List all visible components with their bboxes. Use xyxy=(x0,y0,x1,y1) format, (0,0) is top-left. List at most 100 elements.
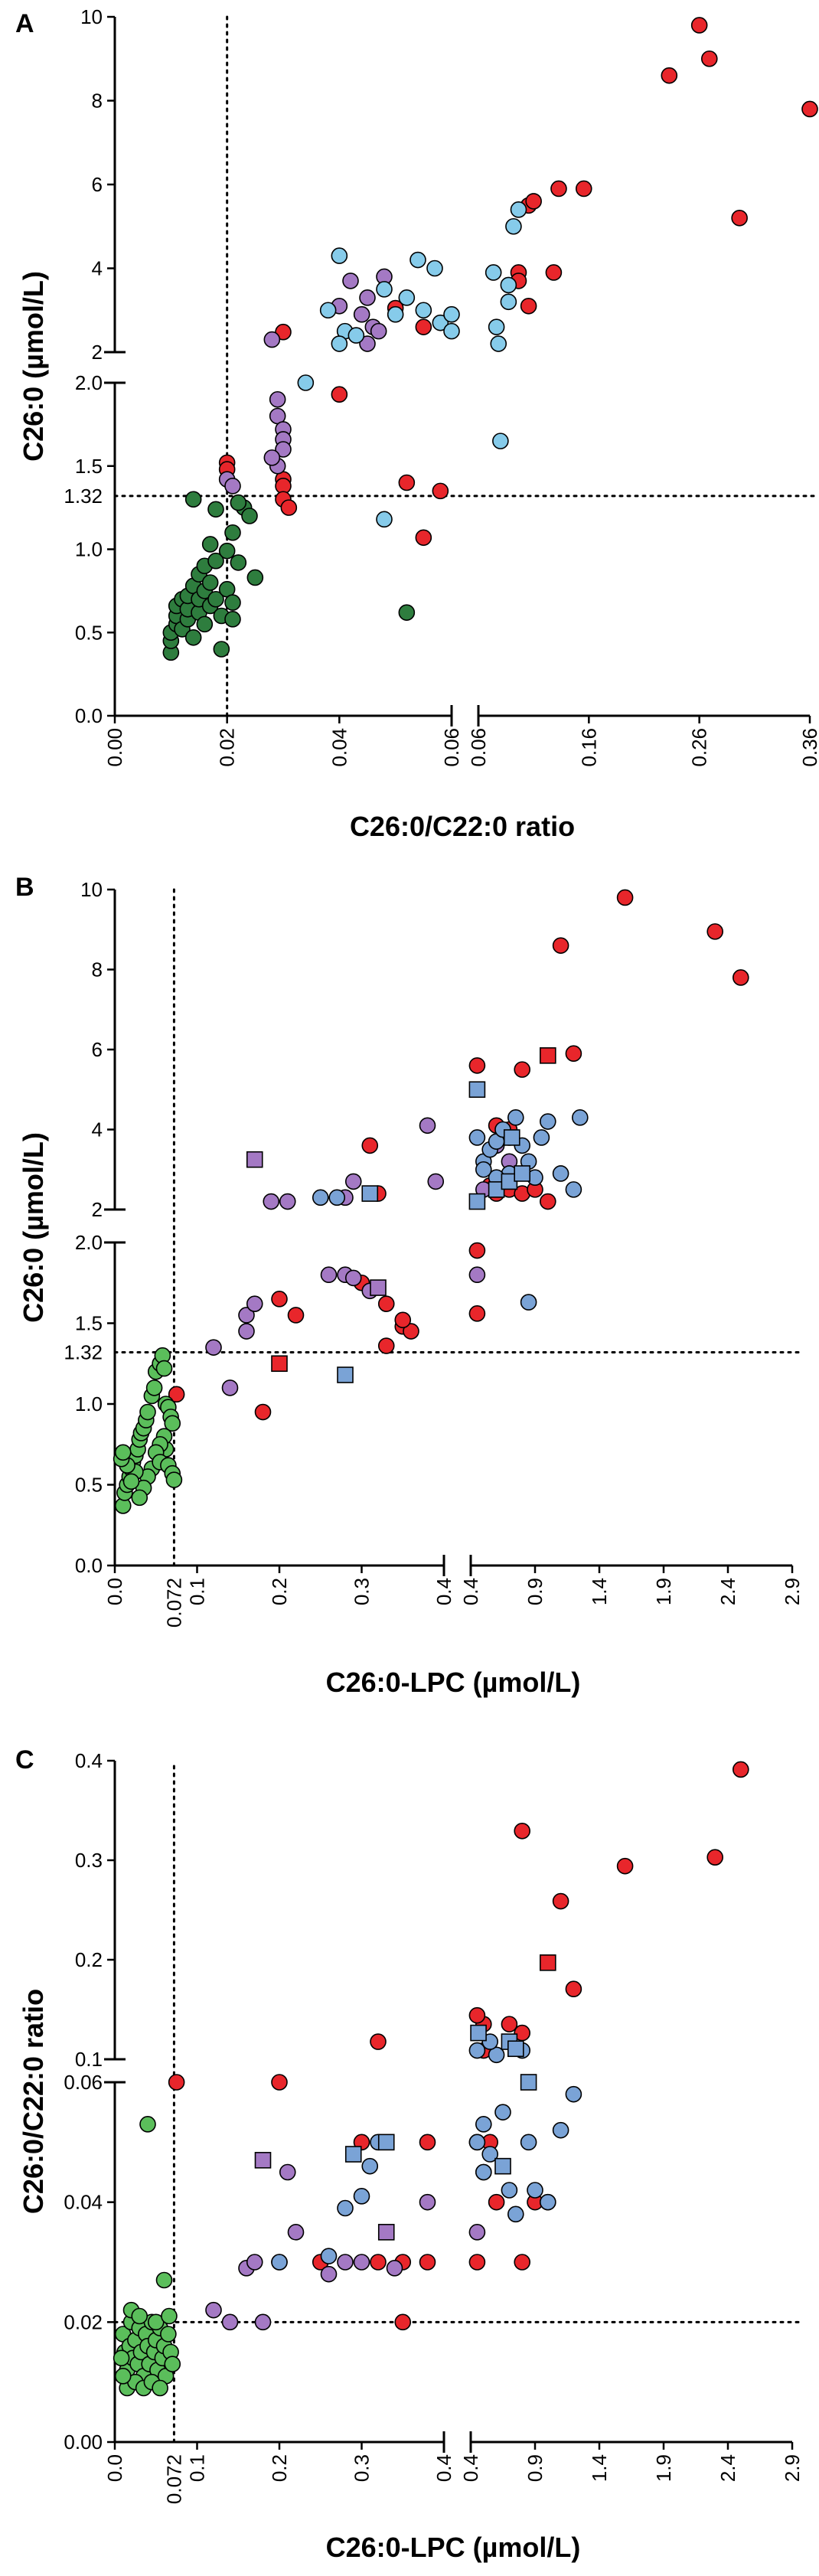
data-point xyxy=(500,293,517,311)
x-tick-label: 0.36 xyxy=(798,728,819,767)
data-point xyxy=(221,1379,239,1396)
data-point xyxy=(376,281,393,298)
data-point xyxy=(221,2313,239,2331)
data-point xyxy=(331,335,348,352)
x-tick-label: 0.1 xyxy=(186,2454,209,2482)
data-point xyxy=(184,491,202,508)
data-point xyxy=(145,1379,163,1396)
data-point xyxy=(501,2016,518,2032)
data-point xyxy=(468,2134,486,2151)
data-point xyxy=(377,1337,395,1354)
series-blue xyxy=(312,1109,589,1311)
x-tick-label: 2.9 xyxy=(781,1578,804,1605)
data-point xyxy=(468,2224,486,2241)
data-point xyxy=(331,386,348,403)
data-point xyxy=(527,2182,543,2199)
x-tick-label: 0.06 xyxy=(440,728,463,767)
chart-panel-A: A 0.00 0.02 0.04 0.06 0.06 0.16 0.26 0.36 0.0 0.5 1… xyxy=(15,5,819,842)
y-tick-label: 8 xyxy=(92,958,103,981)
data-point xyxy=(398,604,416,621)
data-point xyxy=(616,889,634,906)
data-point xyxy=(184,628,202,646)
data-point xyxy=(500,276,517,294)
x-tick-label: 0.04 xyxy=(328,728,351,767)
y-tick-label: 0.1 xyxy=(75,2048,103,2071)
data-point xyxy=(246,2254,263,2271)
y-tick-label: 0.00 xyxy=(64,2431,103,2454)
data-point xyxy=(468,1242,486,1259)
data-point xyxy=(168,2074,185,2091)
data-point xyxy=(263,449,281,466)
data-point xyxy=(539,1113,556,1130)
data-point xyxy=(706,923,724,940)
x-tick-label: 0.3 xyxy=(351,2454,374,2482)
y-tick-label: 0.04 xyxy=(64,2191,103,2214)
data-point xyxy=(344,1269,362,1287)
data-point xyxy=(353,305,370,323)
data-point xyxy=(254,1403,272,1421)
data-point xyxy=(565,1980,582,1998)
data-point xyxy=(359,335,376,352)
data-point xyxy=(514,2254,531,2271)
data-point-square xyxy=(344,2146,362,2163)
data-point xyxy=(539,1193,556,1210)
data-point xyxy=(271,1291,288,1308)
data-point xyxy=(241,508,258,524)
y-tick-label: 2 xyxy=(92,341,103,364)
data-point xyxy=(131,1489,148,1507)
cutoff-y-label: 1.32 xyxy=(64,485,103,508)
data-point xyxy=(263,1193,280,1210)
data-point xyxy=(230,554,247,571)
data-point xyxy=(514,1822,531,1840)
data-point xyxy=(700,50,718,67)
x-tick-label: 0.26 xyxy=(688,728,711,767)
data-point xyxy=(275,441,292,458)
y-tick-label: 0.2 xyxy=(75,1948,103,1971)
series-red xyxy=(168,1761,749,2331)
data-point xyxy=(337,2254,354,2271)
data-point xyxy=(507,1109,524,1126)
series-green xyxy=(113,2116,181,2397)
series-lightblue xyxy=(297,201,527,528)
data-point xyxy=(164,2356,181,2372)
x-tick-label: 0.3 xyxy=(351,1578,374,1605)
data-point xyxy=(552,1165,569,1182)
series-darkgreen xyxy=(162,491,416,661)
data-point xyxy=(394,1311,412,1329)
x-tick-label: 1.4 xyxy=(588,1578,611,1605)
data-point xyxy=(419,1117,436,1135)
data-point-square xyxy=(361,1185,379,1202)
y-tick-label: 1.0 xyxy=(75,538,103,561)
data-point xyxy=(320,2265,338,2283)
y-tick-label: 0.5 xyxy=(75,621,103,644)
series-purple-square xyxy=(254,2152,395,2241)
data-point xyxy=(575,180,592,198)
data-point xyxy=(361,1137,379,1154)
data-point-square xyxy=(503,1129,520,1146)
data-point-square xyxy=(507,2040,524,2058)
data-point xyxy=(475,2163,492,2181)
data-point xyxy=(468,1266,486,1283)
data-point xyxy=(320,1266,338,1283)
data-point xyxy=(246,569,264,586)
data-point xyxy=(139,2116,156,2133)
data-point xyxy=(353,2254,370,2271)
data-point xyxy=(514,1061,531,1078)
data-point xyxy=(218,542,236,560)
data-point xyxy=(312,1189,329,1206)
data-point xyxy=(468,2042,486,2059)
data-point xyxy=(415,529,432,547)
y-tick-label: 10 xyxy=(80,5,103,28)
x-tick-label: 1.9 xyxy=(652,1578,675,1605)
data-point xyxy=(494,2104,511,2121)
x-tick-label: 2.4 xyxy=(716,1578,739,1605)
data-point xyxy=(297,374,315,391)
x-tick-label: 0.06 xyxy=(467,728,490,767)
y-tick-label: 0.02 xyxy=(64,2310,103,2333)
data-point xyxy=(155,2271,173,2289)
data-point xyxy=(271,2074,288,2091)
data-point xyxy=(271,2254,288,2271)
data-point xyxy=(113,2349,130,2367)
data-point xyxy=(550,180,567,198)
data-point xyxy=(224,611,241,628)
